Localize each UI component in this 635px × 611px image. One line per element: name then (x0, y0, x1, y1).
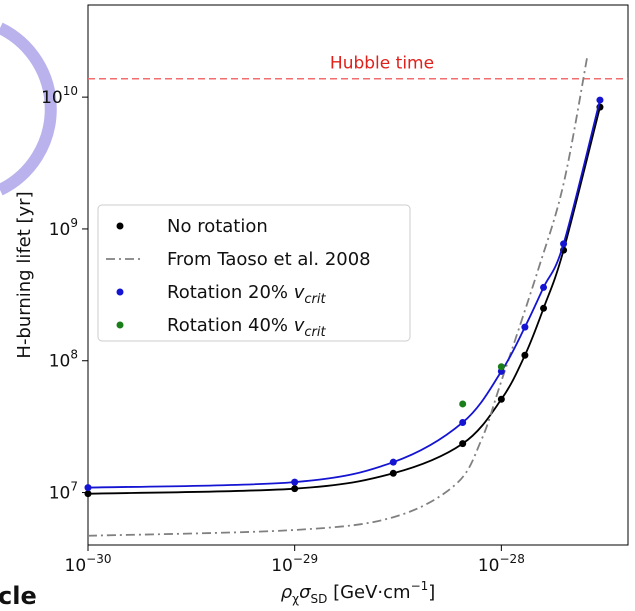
plot-frame (87, 4, 629, 546)
data-point (459, 400, 467, 408)
y-axis-label: H-burning lifet [yr] (14, 191, 35, 358)
tick-base: 10 (49, 484, 71, 504)
hubble-label: Hubble time (330, 54, 434, 74)
data-point (540, 283, 548, 291)
data-point (497, 395, 505, 403)
legend-var: v (294, 315, 305, 336)
tick-exponent: 7 (70, 480, 78, 494)
x-tick-label: 10−29 (271, 552, 318, 576)
legend-name: From Taoso et al. 2008 (167, 249, 371, 270)
x-axis-label-part: [GeV·cm (327, 582, 410, 603)
legend-label: Rotation 40% vcrit (167, 315, 326, 340)
legend-marker (116, 321, 124, 329)
x-axis-label-part: ρ (281, 582, 293, 603)
data-point (84, 490, 92, 498)
tick-exponent: −30 (86, 552, 111, 566)
tick-base: 10 (49, 352, 71, 372)
tick-base: 10 (41, 88, 63, 108)
tick-base: 10 (271, 556, 293, 576)
legend-sub: crit (304, 325, 326, 340)
tick-exponent: 10 (63, 84, 78, 98)
legend-label: No rotation (167, 216, 268, 237)
y-tick-label: 1010 (41, 84, 78, 108)
data-point (497, 363, 505, 371)
legend-label: From Taoso et al. 2008 (167, 249, 371, 270)
legend-name: Rotation 20% (167, 282, 294, 303)
legend-box (97, 204, 411, 342)
data-point (521, 351, 529, 359)
x-axis-label-part: χ (292, 592, 299, 606)
x-tick-label: 10−30 (65, 552, 112, 576)
x-axis-label-part: ] (428, 582, 435, 603)
tick-base: 10 (65, 556, 87, 576)
y-tick-label: 109 (49, 216, 78, 240)
cropped-text: cle (0, 582, 37, 610)
x-tick-label: 10−28 (478, 552, 525, 576)
legend-marker (116, 222, 124, 230)
cropped-shape (0, 22, 57, 196)
data-point (291, 485, 299, 493)
tick-base: 10 (49, 220, 71, 240)
tick-exponent: −29 (293, 552, 318, 566)
data-point (596, 96, 604, 104)
legend-sub: crit (304, 292, 326, 307)
data-point (540, 304, 548, 312)
y-tick-label: 107 (49, 480, 78, 504)
tick-base: 10 (478, 556, 500, 576)
x-axis-label-part: −1 (411, 579, 429, 593)
data-point (560, 240, 568, 248)
tick-exponent: 9 (70, 216, 78, 230)
y-tick-label: 108 (49, 348, 78, 372)
tick-exponent: −28 (500, 552, 525, 566)
tick-exponent: 8 (70, 348, 78, 362)
data-point (389, 458, 397, 466)
data-point (459, 440, 467, 448)
data-point (84, 484, 92, 492)
x-axis-label-part: SD (310, 592, 327, 606)
data-point (389, 469, 397, 477)
x-axis-label: ρχσSD [GeV·cm−1] (281, 579, 436, 606)
legend-name: No rotation (167, 216, 268, 237)
x-axis-label-part: σ (299, 582, 311, 603)
data-point (291, 478, 299, 486)
legend-marker (116, 288, 124, 296)
data-point (521, 323, 529, 331)
legend-var: v (294, 282, 305, 303)
data-point (459, 418, 467, 426)
legend-name: Rotation 40% (167, 315, 294, 336)
legend-label: Rotation 20% vcrit (167, 282, 326, 307)
